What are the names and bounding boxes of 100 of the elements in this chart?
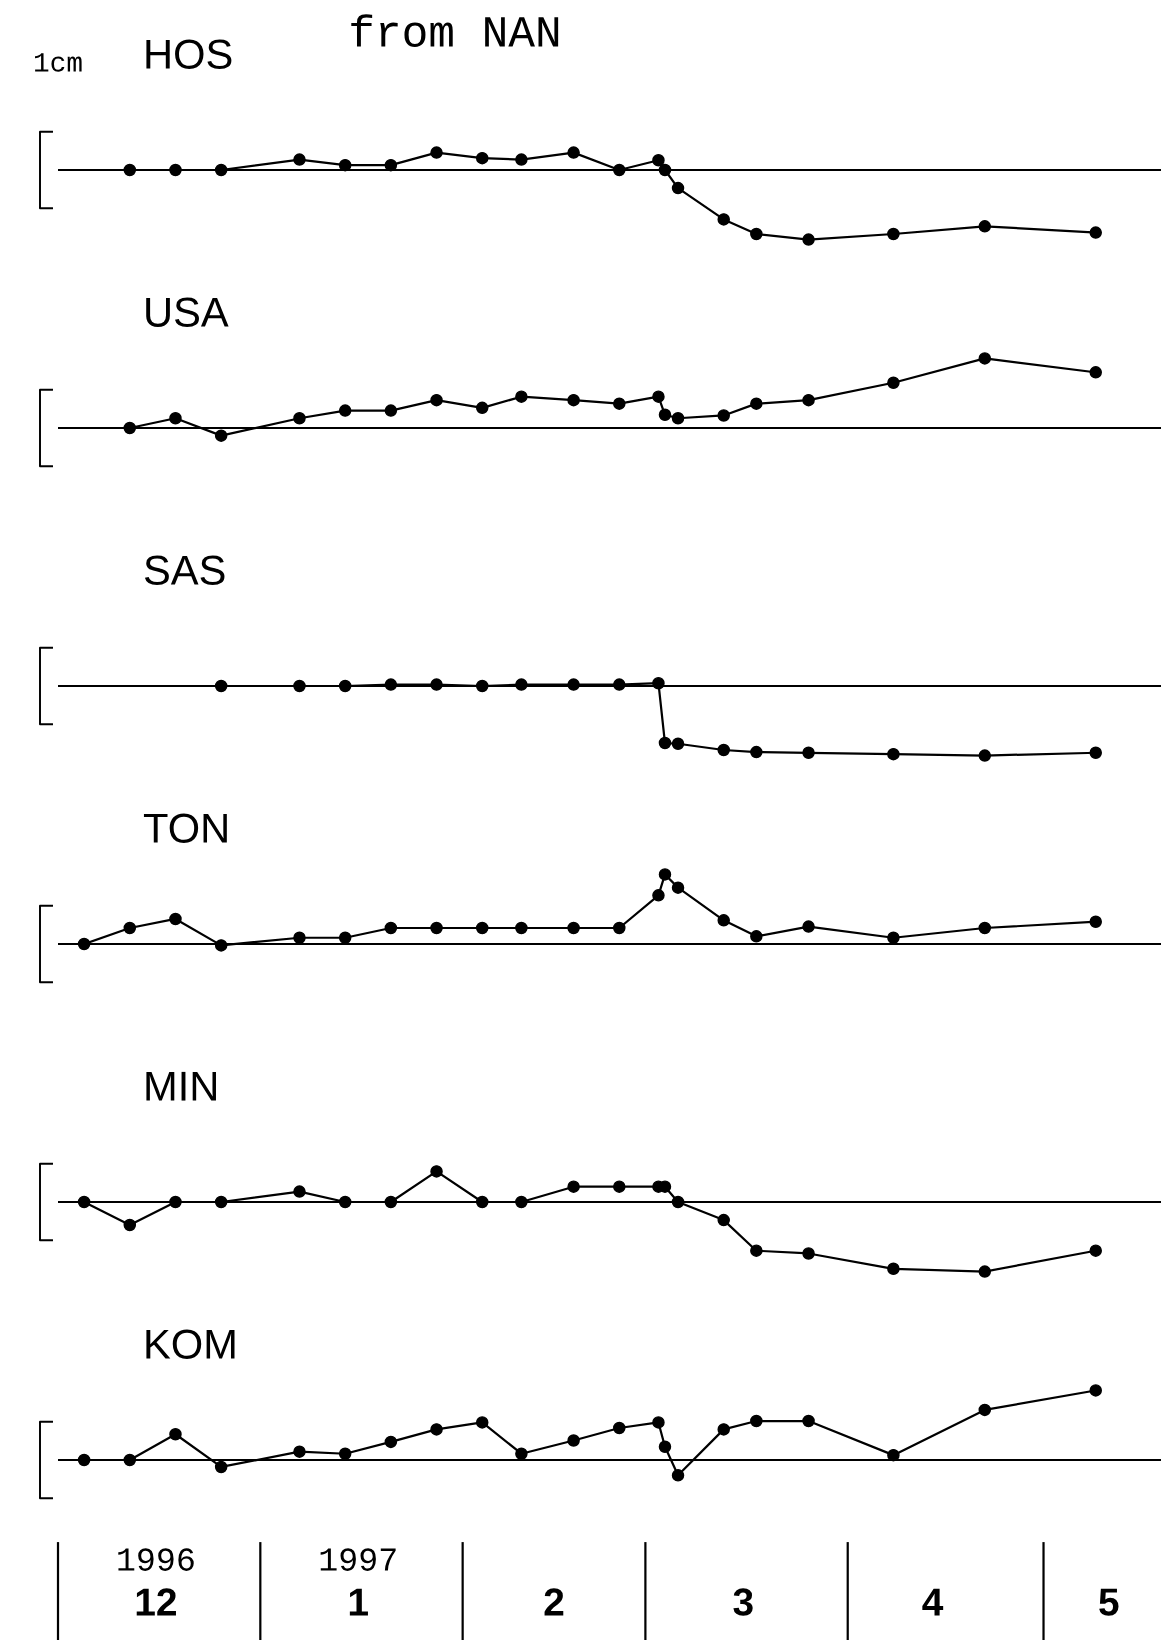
point <box>652 676 665 690</box>
point <box>717 1423 730 1436</box>
point <box>1089 1244 1102 1257</box>
point <box>293 153 306 166</box>
point <box>717 213 730 226</box>
point <box>169 163 182 177</box>
point <box>658 868 672 881</box>
point <box>717 409 730 422</box>
point <box>567 1180 580 1193</box>
point <box>384 1195 398 1209</box>
point <box>658 408 672 422</box>
point <box>750 745 763 759</box>
chart-title: from NAN <box>351 14 559 47</box>
point <box>567 678 580 691</box>
point <box>613 921 626 935</box>
point <box>978 352 992 365</box>
point <box>214 163 228 177</box>
point <box>671 181 685 195</box>
point <box>1089 915 1102 928</box>
point <box>750 1244 763 1257</box>
point <box>515 1447 528 1460</box>
point <box>802 393 815 407</box>
x-tick-label: 12 <box>136 1588 176 1616</box>
point <box>214 939 228 952</box>
point <box>671 737 685 750</box>
point <box>887 227 900 241</box>
point <box>384 1435 398 1449</box>
chart-subtitle: HOS <box>146 39 232 69</box>
point <box>169 1428 182 1441</box>
point <box>887 1262 900 1276</box>
point <box>671 881 685 894</box>
point <box>613 1421 626 1435</box>
point <box>978 921 992 935</box>
point <box>652 1416 665 1429</box>
point <box>515 921 528 935</box>
point <box>475 921 489 935</box>
point <box>613 397 626 410</box>
point <box>338 1195 352 1209</box>
point <box>613 163 626 177</box>
point <box>77 1453 91 1467</box>
point <box>515 153 528 166</box>
point <box>384 921 398 935</box>
point <box>1089 366 1102 379</box>
point <box>658 1440 672 1454</box>
point <box>214 429 228 442</box>
point <box>475 151 489 165</box>
point <box>77 1195 91 1209</box>
point <box>169 1195 182 1209</box>
chart-title: SAS <box>144 555 225 585</box>
point <box>430 146 443 159</box>
point <box>338 679 352 693</box>
point <box>430 1423 443 1436</box>
point <box>293 931 306 944</box>
x-tick-label: 4 <box>922 1588 944 1616</box>
point <box>123 1453 137 1467</box>
point <box>567 393 580 407</box>
point <box>214 679 228 693</box>
point <box>338 158 352 172</box>
point <box>293 679 306 693</box>
point <box>671 1469 685 1482</box>
point <box>430 393 443 407</box>
point <box>384 678 398 691</box>
point <box>671 412 685 425</box>
point <box>475 679 489 693</box>
point <box>887 747 900 761</box>
point <box>717 743 730 757</box>
point <box>802 920 815 933</box>
x-tick-label: 2 <box>544 1588 564 1616</box>
point <box>123 921 137 935</box>
point <box>475 1195 489 1209</box>
point <box>802 1247 815 1260</box>
x-tick-label: 3 <box>733 1588 753 1616</box>
point <box>1089 226 1102 239</box>
point <box>338 404 352 417</box>
point <box>978 1265 992 1278</box>
point <box>750 397 763 410</box>
point <box>384 158 398 172</box>
point <box>652 154 665 167</box>
point <box>658 163 672 177</box>
point <box>430 678 443 691</box>
chart-title: USA <box>146 297 229 327</box>
point <box>293 1445 306 1458</box>
point <box>123 163 137 177</box>
point <box>652 889 665 902</box>
point <box>475 401 489 415</box>
point <box>978 220 992 233</box>
chart-title: MIN <box>146 1071 216 1101</box>
point <box>515 1195 528 1209</box>
point <box>430 921 443 935</box>
point <box>430 1165 443 1178</box>
chart-title: KOM <box>146 1329 235 1359</box>
point <box>338 1447 352 1460</box>
point <box>802 233 815 246</box>
point <box>887 931 900 944</box>
point <box>1089 746 1102 760</box>
point <box>515 678 528 691</box>
point <box>717 914 730 927</box>
point <box>887 376 900 390</box>
point <box>750 930 763 943</box>
point <box>613 1180 626 1193</box>
